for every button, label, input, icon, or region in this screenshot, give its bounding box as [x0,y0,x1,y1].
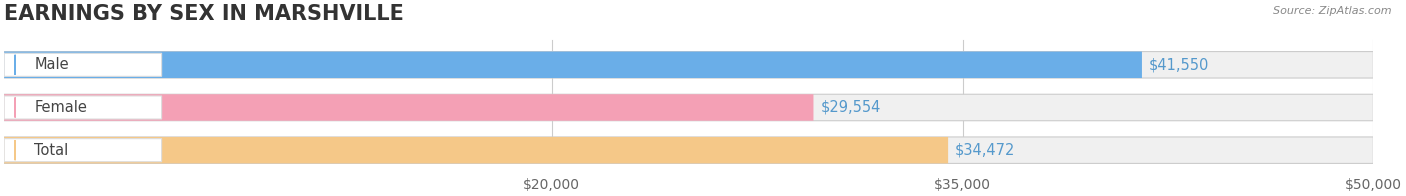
FancyBboxPatch shape [4,139,162,162]
FancyBboxPatch shape [4,96,162,119]
FancyBboxPatch shape [4,94,814,121]
Text: $34,472: $34,472 [955,143,1015,158]
FancyBboxPatch shape [4,137,1374,163]
Text: EARNINGS BY SEX IN MARSHVILLE: EARNINGS BY SEX IN MARSHVILLE [4,4,404,24]
FancyBboxPatch shape [4,52,1374,78]
Text: $41,550: $41,550 [1149,57,1209,72]
Text: $29,554: $29,554 [820,100,880,115]
FancyBboxPatch shape [4,137,948,163]
Text: Female: Female [34,100,87,115]
Text: Male: Male [34,57,69,72]
FancyBboxPatch shape [4,52,1142,78]
Text: Total: Total [34,143,69,158]
Text: Source: ZipAtlas.com: Source: ZipAtlas.com [1274,6,1392,16]
FancyBboxPatch shape [4,53,162,76]
FancyBboxPatch shape [4,94,1374,121]
